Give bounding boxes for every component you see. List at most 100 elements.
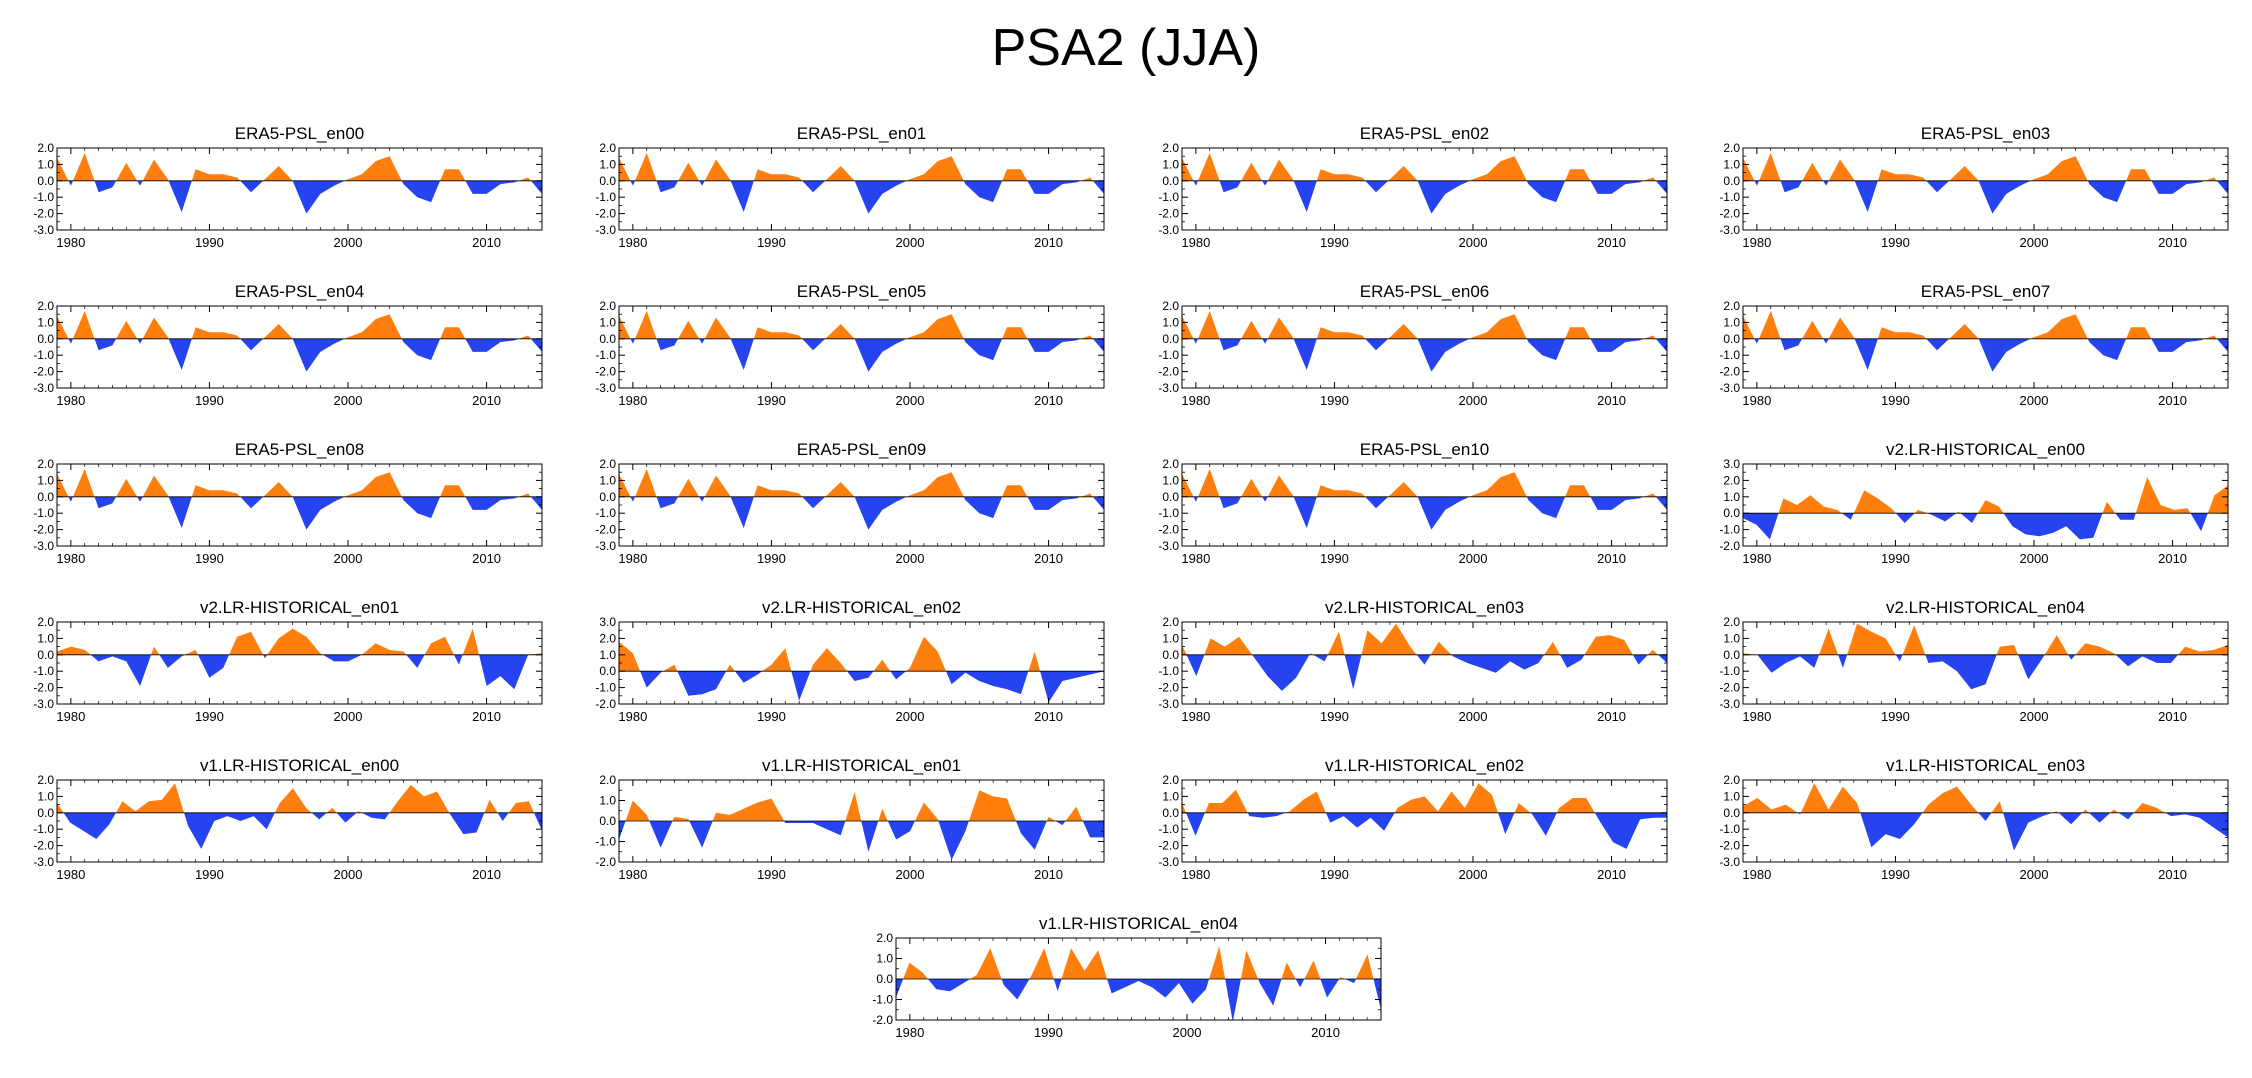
y-tick-label: 0.0 <box>37 806 54 820</box>
y-tick-label: -1.0 <box>1719 822 1740 836</box>
y-tick-label: 0.0 <box>599 814 616 828</box>
y-tick-label: -2.0 <box>33 681 54 695</box>
y-tick-label: 2.0 <box>1162 615 1179 629</box>
y-tick-label: 1.0 <box>1162 315 1179 329</box>
negative-area <box>1743 812 2228 851</box>
negative-area <box>68 180 542 214</box>
x-tick-label: 1990 <box>757 393 786 408</box>
x-tick-label: 1980 <box>1181 867 1210 882</box>
positive-area <box>619 152 1093 181</box>
negative-area <box>1182 496 1667 530</box>
panel-title: v2.LR-HISTORICAL_en02 <box>762 598 961 617</box>
y-tick-label: -3.0 <box>33 223 54 237</box>
x-tick-label: 2010 <box>472 551 501 566</box>
x-tick-label: 1990 <box>1034 1025 1063 1040</box>
y-tick-label: -3.0 <box>1158 381 1179 395</box>
x-tick-label: 1990 <box>1320 235 1349 250</box>
y-tick-label: 1.0 <box>599 794 616 808</box>
y-tick-label: -1.0 <box>1719 190 1740 204</box>
y-tick-label: 2.0 <box>1162 141 1179 155</box>
y-tick-label: -1.0 <box>33 506 54 520</box>
y-tick-label: 2.0 <box>37 457 54 471</box>
negative-area <box>1182 654 1667 691</box>
y-tick-label: -3.0 <box>33 381 54 395</box>
y-tick-label: 0.0 <box>1723 506 1740 520</box>
x-tick-label: 1990 <box>1320 551 1349 566</box>
panel-title: ERA5-PSL_en07 <box>1921 282 2050 301</box>
y-tick-label: -2.0 <box>1158 523 1179 537</box>
y-tick-label: -2.0 <box>595 365 616 379</box>
x-tick-label: 2010 <box>472 709 501 724</box>
panel-title: ERA5-PSL_en10 <box>1360 440 1489 459</box>
x-tick-label: 2000 <box>334 393 363 408</box>
y-tick-label: 1.0 <box>599 648 616 662</box>
x-tick-label: 1980 <box>1181 551 1210 566</box>
x-tick-label: 2010 <box>472 867 501 882</box>
positive-area <box>1182 152 1656 181</box>
x-tick-label: 1980 <box>618 393 647 408</box>
negative-area <box>1182 338 1667 372</box>
x-tick-label: 2010 <box>1597 709 1626 724</box>
y-tick-label: 2.0 <box>1723 473 1740 487</box>
y-tick-label: 1.0 <box>1723 315 1740 329</box>
y-tick-label: 1.0 <box>599 315 616 329</box>
y-tick-label: -1.0 <box>1158 664 1179 678</box>
y-tick-label: -2.0 <box>595 697 616 711</box>
x-tick-label: 2010 <box>1311 1025 1340 1040</box>
y-tick-label: -2.0 <box>1158 681 1179 695</box>
y-tick-label: -2.0 <box>1719 365 1740 379</box>
y-tick-label: 0.0 <box>1162 806 1179 820</box>
x-tick-label: 1990 <box>195 235 224 250</box>
y-tick-label: 0.0 <box>599 174 616 188</box>
panel-title: v1.LR-HISTORICAL_en03 <box>1886 756 2085 775</box>
x-tick-label: 1980 <box>895 1025 924 1040</box>
panel-title: ERA5-PSL_en05 <box>797 282 926 301</box>
y-tick-label: -1.0 <box>1158 822 1179 836</box>
y-tick-label: -1.0 <box>1158 506 1179 520</box>
y-tick-label: 0.0 <box>1162 648 1179 662</box>
x-tick-label: 1980 <box>1742 709 1771 724</box>
x-tick-label: 2010 <box>2158 551 2187 566</box>
x-tick-label: 2000 <box>2020 709 2049 724</box>
panel-v1.LR-HISTORICAL_en03: v1.LR-HISTORICAL_en03 2.0 1.0 0.0 -1.0 -2.0 -3… <box>1719 756 2229 882</box>
y-tick-label: 2.0 <box>599 631 616 645</box>
panel-title: ERA5-PSL_en02 <box>1360 124 1489 143</box>
x-tick-label: 1990 <box>195 551 224 566</box>
x-tick-label: 1990 <box>195 709 224 724</box>
y-tick-label: -2.0 <box>33 839 54 853</box>
y-tick-label: 0.0 <box>876 972 893 986</box>
y-tick-label: 0.0 <box>599 332 616 346</box>
y-tick-label: -3.0 <box>595 223 616 237</box>
y-tick-label: -3.0 <box>33 539 54 553</box>
panel-v1.LR-HISTORICAL_en02: v1.LR-HISTORICAL_en02 2.0 1.0 0.0 -1.0 -2.0 -3… <box>1158 756 1668 882</box>
y-tick-label: -1.0 <box>33 190 54 204</box>
y-tick-label: 0.0 <box>1723 332 1740 346</box>
y-tick-label: 0.0 <box>599 490 616 504</box>
y-tick-label: -1.0 <box>595 835 616 849</box>
y-tick-label: 2.0 <box>1162 773 1179 787</box>
y-tick-label: -2.0 <box>1158 839 1179 853</box>
panel-v2.LR-HISTORICAL_en03: v2.LR-HISTORICAL_en03 2.0 1.0 0.0 -1.0 -2.0 -3… <box>1158 598 1668 724</box>
y-tick-label: -1.0 <box>1158 190 1179 204</box>
y-tick-label: 2.0 <box>1723 141 1740 155</box>
positive-area <box>57 468 531 497</box>
positive-area <box>1743 623 2228 655</box>
x-tick-label: 2000 <box>334 551 363 566</box>
positive-area <box>619 790 1104 821</box>
y-tick-label: 0.0 <box>1723 174 1740 188</box>
y-tick-label: 2.0 <box>1723 299 1740 313</box>
y-tick-label: 1.0 <box>37 157 54 171</box>
negative-area <box>1754 180 2228 214</box>
panel-v2.LR-HISTORICAL_en00: v2.LR-HISTORICAL_en00 3.0 2.0 1.0 0.0 -1.0 -2.… <box>1719 440 2229 566</box>
x-tick-label: 1990 <box>757 551 786 566</box>
x-tick-label: 2010 <box>472 235 501 250</box>
y-tick-label: -3.0 <box>1719 381 1740 395</box>
x-tick-label: 2000 <box>334 235 363 250</box>
y-tick-label: 1.0 <box>1162 631 1179 645</box>
x-tick-label: 2010 <box>1034 551 1063 566</box>
y-tick-label: 0.0 <box>1723 806 1740 820</box>
positive-area <box>896 946 1381 979</box>
plot-frame <box>1181 779 1668 863</box>
